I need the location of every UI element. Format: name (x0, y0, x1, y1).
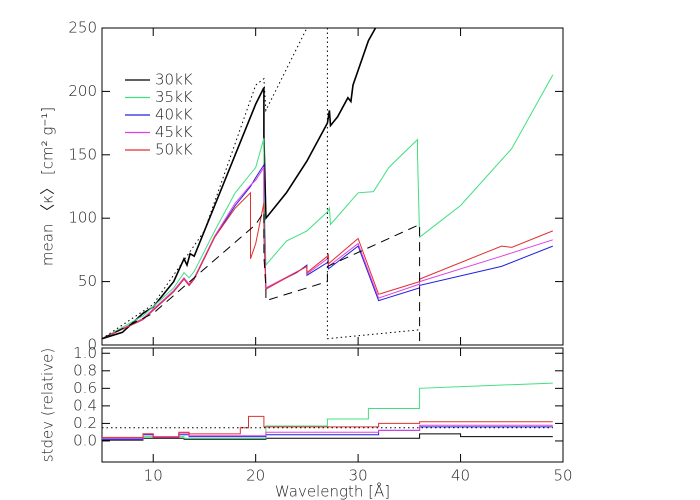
series-line (102, 74, 554, 340)
y-tick-label: 0.6 (73, 379, 97, 397)
x-tick-label: 50 (553, 467, 572, 485)
y-tick-label: 0.0 (73, 431, 97, 449)
series-line (102, 415, 553, 438)
y-tick-label: 100 (68, 209, 97, 227)
series-line (102, 165, 553, 340)
series-line (102, 382, 553, 440)
plot-frame (101, 27, 564, 346)
series-line (102, 28, 420, 340)
series-line (102, 28, 377, 340)
y-tick-label: 50 (78, 272, 97, 290)
x-tick-label: 40 (451, 467, 470, 485)
series-line (102, 191, 553, 340)
legend-label: 30kK (155, 71, 193, 89)
x-axis-label: Wavelength [Å] (275, 482, 390, 500)
x-tick-label: 20 (246, 467, 265, 485)
y-tick-label: 0.2 (73, 414, 97, 432)
plot-frame (101, 347, 564, 463)
y-tick-label: 0.8 (73, 361, 97, 379)
y-tick-label: 150 (68, 145, 97, 163)
legend-label: 35kK (155, 88, 193, 106)
series-line (102, 210, 421, 345)
y-axis-label: mean 〈κ〉 [cm² g⁻¹] (39, 107, 57, 266)
y-tick-label: 1.0 (73, 344, 97, 362)
legend-label: 40kK (155, 106, 193, 124)
legend-label: 45kK (155, 123, 193, 141)
y-tick-label: 0 (87, 336, 97, 354)
x-tick-label: 30 (349, 467, 368, 485)
y-tick-label: 0.4 (73, 396, 97, 414)
y-axis-label: stdev (relative) (39, 348, 57, 462)
legend-label: 50kK (155, 141, 193, 159)
x-tick-label: 10 (144, 467, 163, 485)
y-tick-label: 250 (68, 19, 97, 37)
y-tick-label: 200 (68, 82, 97, 100)
